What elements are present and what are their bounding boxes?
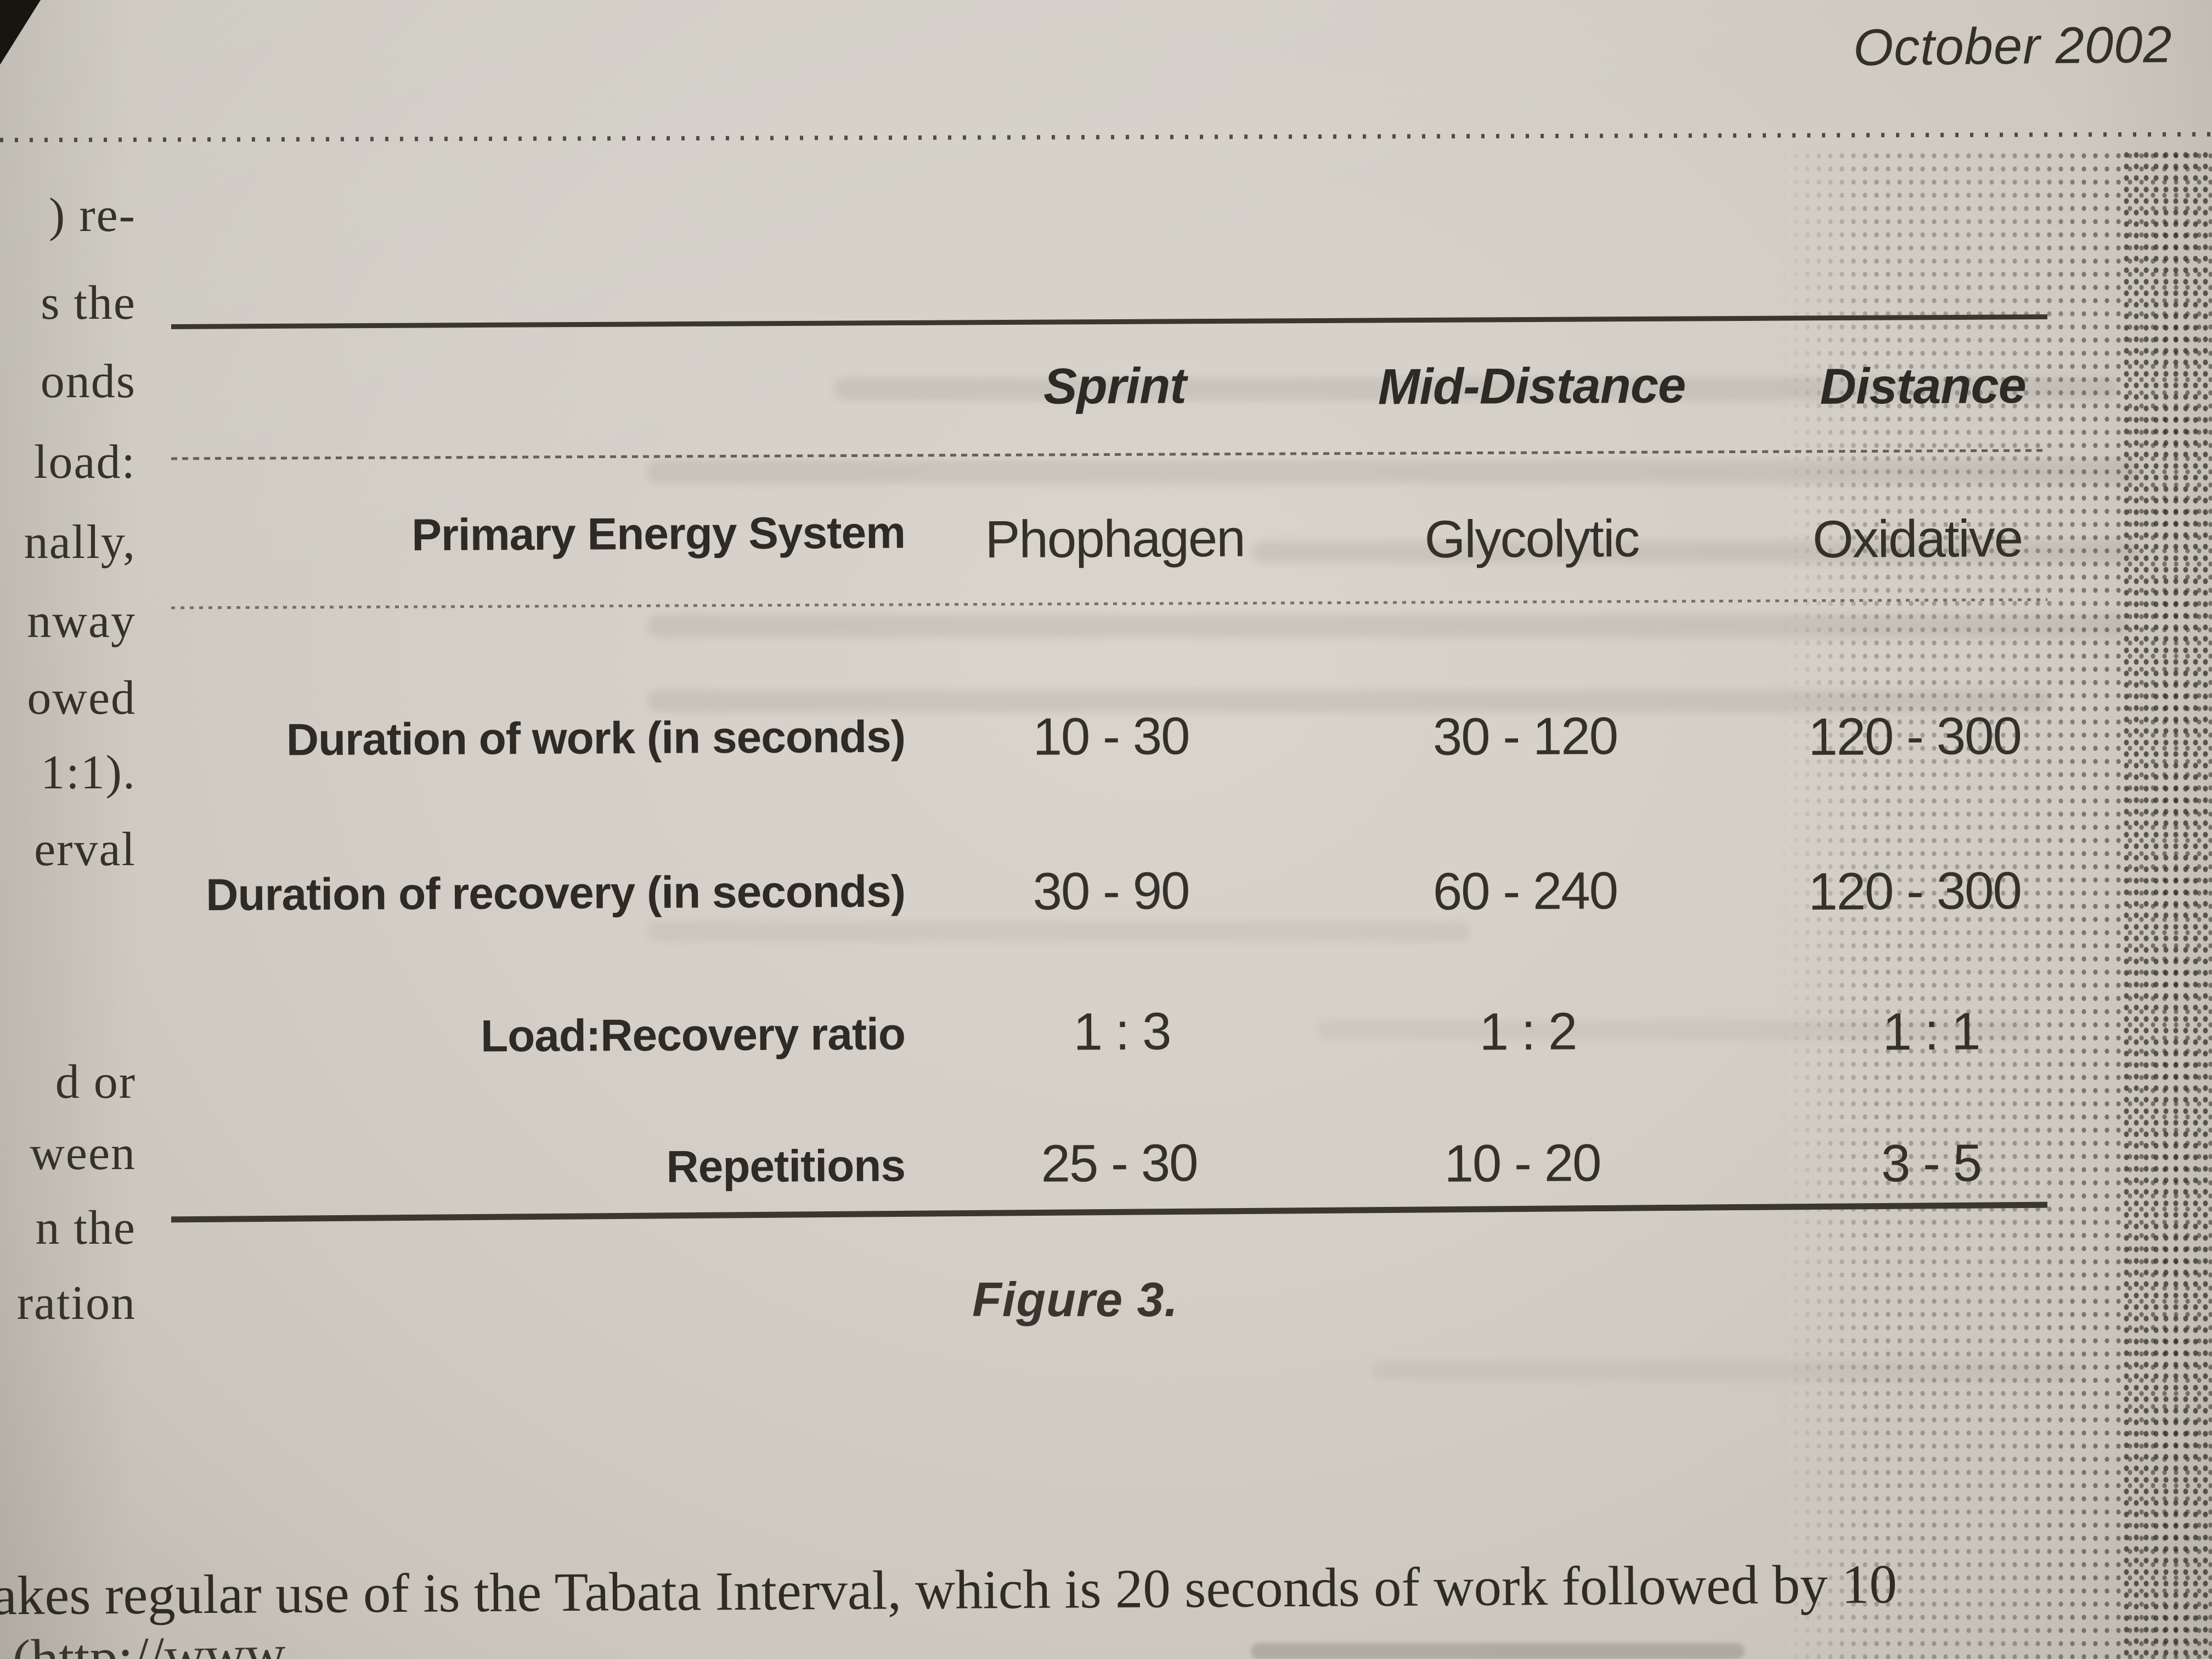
margin-text-fragment: 1:1).: [41, 746, 136, 799]
margin-text-fragment: nally,: [24, 516, 136, 569]
issue-date: October 2002: [1853, 15, 2173, 77]
row-label-duration-of-work: Duration of work (in seconds): [286, 712, 906, 765]
bleedthrough-smudge: [1372, 1361, 2085, 1380]
cropped-url-fragment: (http://www: [11, 1623, 286, 1659]
cell-mid-distance-ratio: 1 : 2: [1479, 1002, 1577, 1062]
row-label-load-recovery-ratio: Load:Recovery ratio: [480, 1009, 906, 1062]
margin-text-fragment: s the: [41, 276, 136, 330]
cell-distance-recovery: 120 - 300: [1808, 861, 2022, 922]
cell-mid-distance-repetitions: 10 - 20: [1444, 1133, 1601, 1193]
body-text-line: akes regular use of is the Tabata Interv…: [0, 1553, 1898, 1627]
column-header-distance: Distance: [1819, 358, 2027, 415]
cell-distance-work: 120 - 300: [1808, 706, 2022, 767]
photo-corner-shadow: [0, 0, 41, 65]
cell-sprint-work: 10 - 30: [1032, 707, 1189, 766]
cell-mid-distance-energy-system: Glycolytic: [1424, 509, 1639, 569]
table-row-divider: [171, 598, 2047, 610]
cell-sprint-recovery: 30 - 90: [1032, 861, 1189, 921]
cropped-text-smudge: [1251, 1643, 1745, 1659]
margin-text-fragment: erval: [34, 823, 136, 876]
figure-caption: Figure 3.: [972, 1272, 1178, 1327]
cell-distance-ratio: 1 : 1: [1882, 1002, 1980, 1062]
table-header-divider: [171, 449, 2047, 460]
bleedthrough-smudge: [647, 690, 2052, 712]
table-bottom-border: [171, 1201, 2047, 1223]
cell-mid-distance-recovery: 60 - 240: [1432, 861, 1618, 921]
column-header-sprint: Sprint: [1043, 358, 1187, 415]
halftone-dot-band-dense: [2121, 149, 2212, 1659]
row-label-duration-of-recovery: Duration of recovery (in seconds): [206, 866, 906, 921]
column-header-mid-distance: Mid-Distance: [1378, 357, 1686, 415]
cell-distance-energy-system: Oxidative: [1812, 509, 2023, 569]
cell-sprint-energy-system: Phophagen: [985, 509, 1245, 569]
bleedthrough-smudge: [834, 377, 2118, 400]
table-top-border: [171, 314, 2047, 329]
bleedthrough-smudge: [1317, 1020, 2030, 1040]
row-label-primary-energy-system: Primary Energy System: [411, 507, 906, 561]
margin-text-fragment: ration: [16, 1277, 136, 1330]
bleedthrough-smudge: [647, 922, 1470, 941]
cell-mid-distance-work: 30 - 120: [1432, 707, 1618, 766]
dotted-rule: [0, 132, 2212, 143]
margin-text-fragment: d or: [55, 1056, 136, 1109]
margin-text-fragment: nway: [27, 595, 136, 648]
bleedthrough-smudge: [647, 614, 2129, 637]
bleedthrough-smudge: [647, 460, 2140, 484]
margin-text-fragment: ) re-: [49, 189, 136, 242]
margin-text-fragment: n the: [35, 1201, 136, 1255]
cell-sprint-ratio: 1 : 3: [1073, 1002, 1171, 1062]
margin-text-fragment: onds: [40, 355, 136, 408]
margin-text-fragment: owed: [27, 672, 136, 725]
cell-distance-repetitions: 3 - 5: [1881, 1133, 1982, 1193]
cell-sprint-repetitions: 25 - 30: [1041, 1133, 1198, 1193]
bleedthrough-smudge: [1251, 541, 2140, 563]
margin-text-fragment: load:: [34, 436, 136, 489]
margin-text-fragment: ween: [30, 1127, 136, 1180]
row-label-repetitions: Repetitions: [666, 1141, 906, 1192]
